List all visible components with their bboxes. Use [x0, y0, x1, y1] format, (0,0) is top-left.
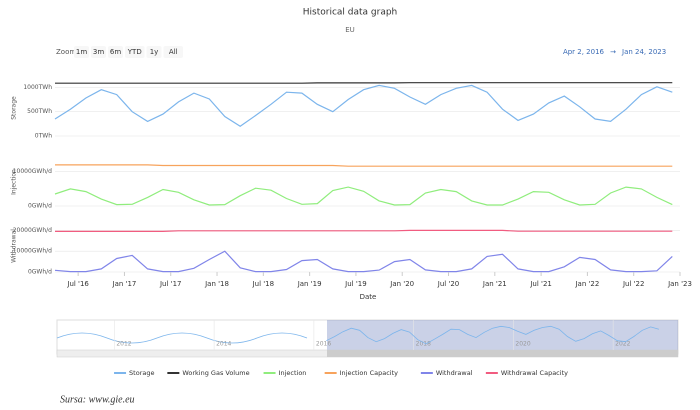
zoom-button-label[interactable]: 1m — [76, 48, 87, 56]
zoom-button[interactable] — [74, 46, 89, 58]
y-tick-label: 500TWh — [27, 108, 52, 115]
navigator-history — [56, 332, 308, 344]
x-tick-label: Jul '21 — [529, 280, 552, 288]
zoom-button-label[interactable]: 3m — [93, 48, 104, 56]
x-tick-label: Jul '18 — [252, 280, 275, 288]
series-line — [55, 229, 673, 232]
zoom-button-label[interactable]: All — [169, 48, 178, 56]
y-axis-label: Injection — [11, 169, 18, 195]
y-axis-label: Withdrawal — [11, 229, 18, 263]
legend-label[interactable]: Injection — [279, 369, 307, 377]
x-tick-label: Jan '17 — [112, 280, 137, 288]
source: Sursa: www.gie.eu — [60, 394, 135, 405]
y-tick-label: 10000GWh/d — [13, 168, 52, 175]
x-tick-label: Jan '18 — [204, 280, 229, 288]
series-line — [54, 186, 673, 206]
navigator-tick-label: 2014 — [216, 341, 231, 348]
series-line — [55, 82, 673, 84]
x-tick-label: Jan '23 — [667, 280, 692, 288]
navigator-tick-label: 2018 — [416, 341, 431, 348]
navigator-line — [326, 325, 660, 345]
legend-label[interactable]: Withdrawal — [436, 369, 473, 377]
navigator-tick-label: 2016 — [316, 341, 331, 348]
x-tick-label: Jan '21 — [482, 280, 507, 288]
zoom-button[interactable] — [108, 46, 123, 58]
range-from: Apr 2, 2016 — [563, 48, 605, 56]
y-tick-label: 10000GWh/d — [13, 248, 52, 255]
zoom-button[interactable] — [163, 46, 184, 58]
zoom-button[interactable] — [91, 46, 106, 58]
chart-subtitle: EU — [345, 26, 355, 34]
y-tick-label: 1000TWh — [23, 84, 52, 91]
x-tick-label: Jan '20 — [389, 280, 414, 288]
x-axis-label: Date — [360, 293, 377, 301]
y-tick-label: 0TWh — [35, 133, 52, 140]
x-tick-label: Jul '16 — [66, 280, 89, 288]
y-tick-label: 20000GWh/d — [13, 227, 52, 234]
legend-label[interactable]: Working Gas Volume — [182, 369, 249, 377]
x-tick-label: Jan '22 — [574, 280, 599, 288]
zoom-button-label[interactable]: 6m — [110, 48, 121, 56]
navigator-tick-label: 2022 — [615, 341, 630, 348]
series-line — [55, 164, 673, 167]
x-tick-label: Jan '19 — [297, 280, 322, 288]
chart-title: Historical data graph — [303, 8, 398, 18]
series-line — [54, 84, 673, 128]
legend-label[interactable]: Storage — [129, 369, 154, 377]
zoom-button-label[interactable]: YTD — [127, 48, 142, 56]
series-line — [54, 250, 673, 273]
x-tick-label: Jul '20 — [437, 280, 460, 288]
navigator-tick-label: 2012 — [116, 341, 131, 348]
legend-label[interactable]: Withdrawal Capacity — [501, 369, 568, 377]
x-tick-label: Jul '19 — [344, 280, 367, 288]
zoom-button[interactable] — [125, 46, 145, 58]
x-tick-label: Jul '17 — [159, 280, 182, 288]
y-tick-label: 0GWh/d — [28, 269, 52, 276]
zoom-button-label[interactable]: 1y — [150, 48, 159, 56]
navigator-tick-label: 2020 — [515, 341, 530, 348]
zoom-label: Zoom — [56, 48, 76, 56]
range-to: Jan 24, 2023 — [621, 48, 666, 56]
y-axis-label: Storage — [11, 96, 18, 120]
zoom-button[interactable] — [146, 46, 162, 58]
scrollbar-thumb[interactable] — [327, 350, 678, 357]
y-tick-label: 0GWh/d — [28, 203, 52, 210]
range-separator: → — [610, 48, 616, 56]
x-tick-label: Jul '22 — [622, 280, 645, 288]
legend-label[interactable]: Injection Capacity — [340, 369, 398, 377]
navigator-selection[interactable] — [327, 320, 678, 354]
